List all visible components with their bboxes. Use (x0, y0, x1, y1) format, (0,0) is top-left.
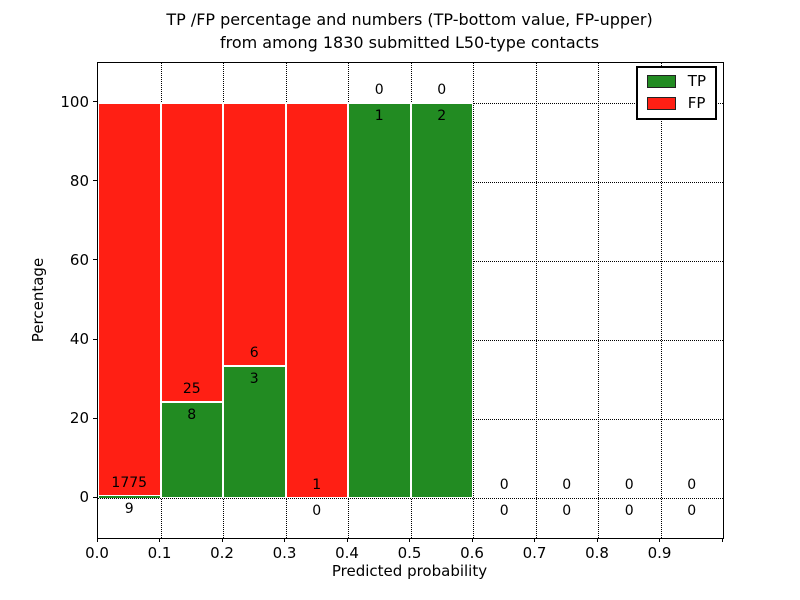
bar-segment-tp (348, 102, 411, 499)
tp-legend-swatch (646, 75, 676, 88)
vertical-gridline (598, 63, 599, 538)
x-tick-label: 0.5 (397, 544, 422, 562)
y-tick-label: 80 (69, 171, 89, 190)
x-tick-label: 0.3 (272, 544, 297, 562)
vertical-gridline (535, 63, 537, 538)
fp-count-label: 0 (624, 477, 634, 494)
x-tick-label: 0.2 (210, 544, 234, 562)
x-tick-mark (721, 538, 723, 542)
legend-item-tp: TP (646, 72, 706, 90)
x-tick-label: 0.8 (585, 544, 609, 562)
tp-count-label: 0 (562, 503, 572, 520)
bar-labels-layer: 1775 9 25 8 6 3 1 0 0 1 0 2 0 0 0 0 0 0 0 0 (98, 63, 723, 538)
tp-legend-label: TP (687, 72, 706, 90)
bar-segment-tp (410, 102, 473, 499)
bar-segment-tp (223, 366, 286, 499)
tp-count-label: 9 (124, 501, 134, 518)
x-tick-mark (159, 538, 160, 542)
bar-segment-fp (98, 102, 161, 497)
fp-count-label: 0 (374, 81, 384, 98)
x-tick-mark (221, 538, 223, 542)
fp-count-label: 1775 (111, 475, 148, 492)
legend: TP FP (635, 66, 717, 120)
vertical-gridline (660, 63, 662, 538)
fp-count-label: 0 (562, 477, 572, 494)
y-tick-mark (93, 338, 97, 340)
x-tick-label: 0.4 (335, 544, 359, 562)
y-tick-mark (93, 101, 97, 103)
fp-legend-label: FP (687, 94, 706, 112)
chart-title: TP /FP percentage and numbers (TP-bottom… (97, 8, 722, 54)
tp-count-label: 2 (437, 107, 447, 124)
tp-count-label: 1 (374, 107, 384, 124)
tp-count-label: 8 (187, 407, 197, 424)
bar-segment-fp (160, 102, 223, 403)
x-tick-label: 0.0 (85, 544, 109, 562)
x-tick-mark (96, 538, 98, 542)
tp-count-label: 3 (249, 371, 259, 388)
legend-item-fp: FP (646, 94, 706, 112)
x-tick-label: 0.1 (147, 544, 172, 562)
x-tick-label: 0.7 (522, 544, 547, 562)
x-tick-mark (471, 538, 473, 542)
y-tick-mark (93, 180, 97, 182)
plot-area: 1775 9 25 8 6 3 1 0 0 1 0 2 0 0 0 0 0 0 0 0 TP FP (97, 62, 724, 539)
vertical-gridline (473, 63, 474, 538)
fp-count-label: 0 (499, 477, 509, 494)
bar-segment-tp (160, 402, 223, 499)
x-tick-mark (596, 538, 598, 542)
fp-count-label: 6 (249, 345, 259, 362)
tp-count-label: 0 (499, 503, 509, 520)
chart-title-line1: TP /FP percentage and numbers (TP-bottom… (166, 10, 653, 29)
y-tick-label: 20 (69, 409, 89, 428)
x-tick-mark (284, 538, 285, 542)
bar-segment-fp (285, 102, 348, 499)
chart-title-line2: from among 1830 submitted L50-type conta… (219, 33, 600, 52)
x-axis-label: Predicted probability (331, 562, 488, 580)
y-tick-mark (93, 259, 97, 261)
x-tick-mark (409, 538, 410, 542)
bars-layer (98, 63, 723, 538)
fp-count-label: 0 (687, 477, 697, 494)
y-tick-label: 0 (79, 488, 89, 507)
tp-count-label: 0 (687, 503, 697, 520)
bar-segment-fp (223, 102, 286, 367)
x-tick-mark (346, 538, 348, 542)
y-tick-label: 100 (60, 92, 89, 111)
y-tick-mark (93, 417, 97, 419)
fp-count-label: 25 (182, 381, 201, 398)
y-tick-mark (93, 496, 97, 498)
x-tick-mark (534, 538, 535, 542)
tp-count-label: 0 (624, 503, 634, 520)
y-tick-label: 60 (69, 250, 89, 269)
x-tick-label: 0.9 (647, 544, 672, 562)
bar-segment-tp (98, 496, 161, 499)
y-tick-label: 40 (69, 330, 89, 349)
fp-count-label: 0 (437, 81, 447, 98)
fp-legend-swatch (646, 97, 676, 110)
x-tick-label: 0.6 (460, 544, 484, 562)
horizontal-gridline (98, 498, 723, 500)
tp-count-label: 0 (312, 503, 322, 520)
fp-count-label: 1 (312, 477, 322, 494)
x-tick-mark (659, 538, 660, 542)
